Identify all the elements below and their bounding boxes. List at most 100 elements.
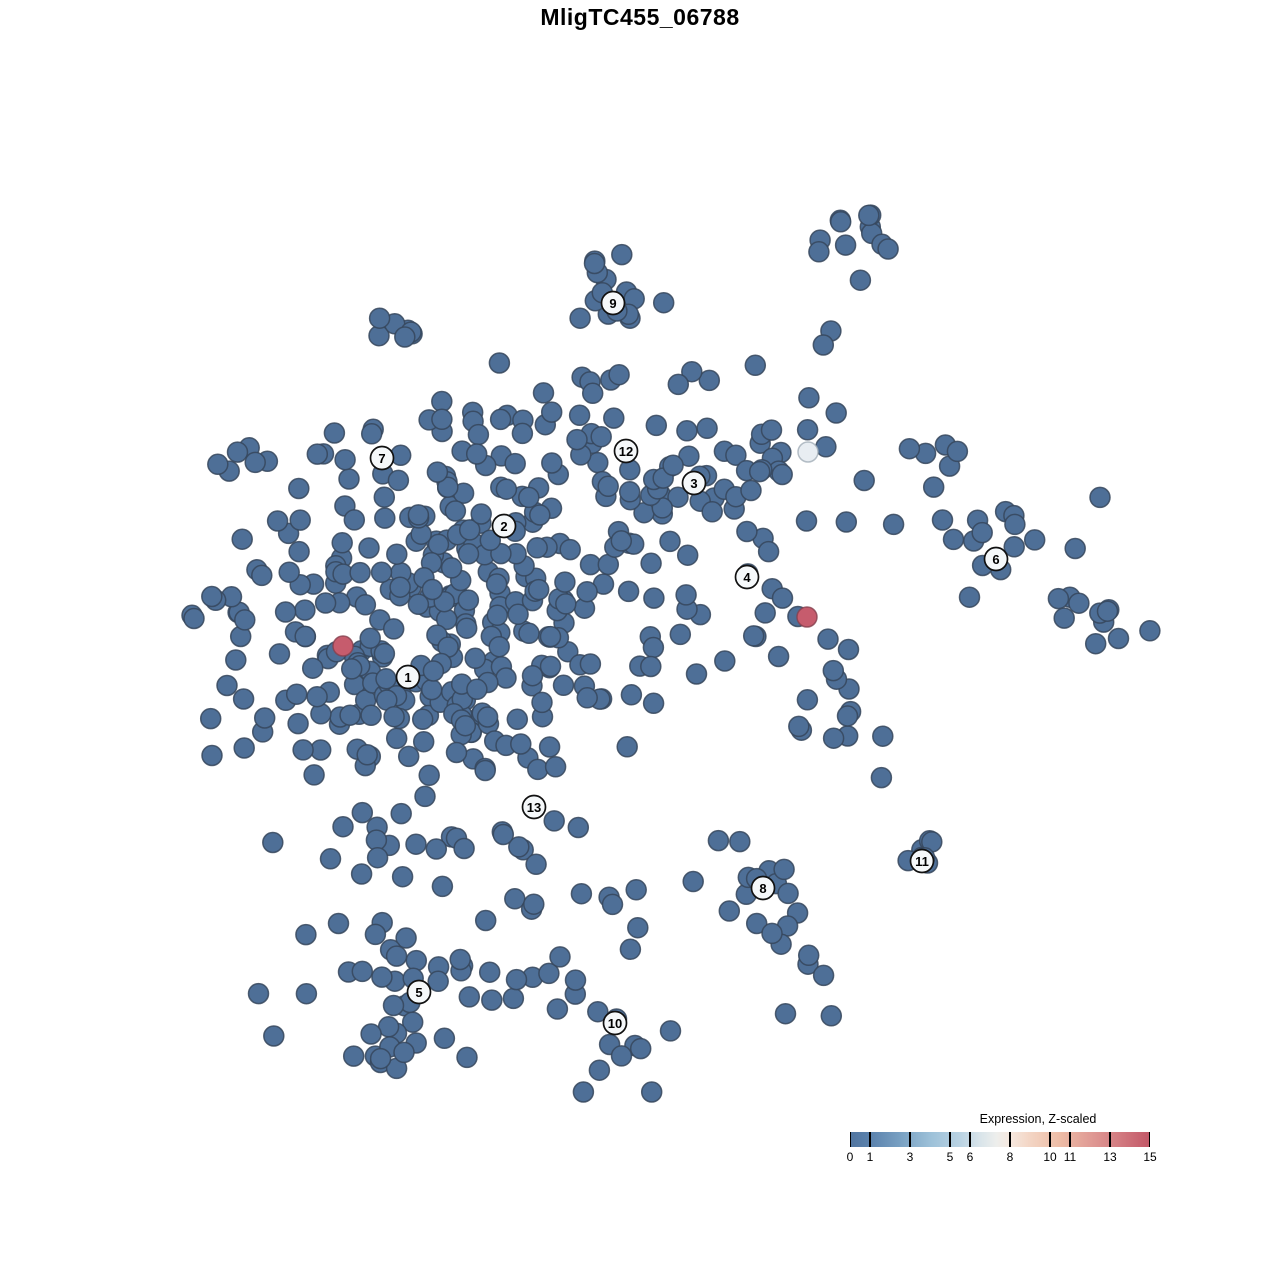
cell-dot	[676, 420, 698, 442]
cluster-label-text: 9	[609, 296, 616, 311]
cell-dot	[343, 509, 366, 531]
cell-dot	[295, 923, 317, 946]
cell-dot	[564, 969, 587, 991]
cell-dot	[510, 733, 532, 755]
cell-dot	[274, 601, 297, 623]
cell-dot	[374, 507, 396, 529]
cell-dot	[360, 1023, 382, 1045]
cell-dot	[382, 994, 405, 1017]
cell-dot	[527, 758, 549, 781]
cell-dot	[611, 243, 633, 266]
cell-dot	[729, 830, 751, 853]
cell-dot	[812, 964, 835, 987]
cell-dot	[767, 645, 790, 668]
legend-tick	[1009, 1132, 1011, 1147]
cell-dot	[587, 1000, 609, 1023]
cell-dot	[882, 513, 905, 536]
cell-dot	[382, 618, 405, 640]
cell-dot	[295, 982, 318, 1005]
cell-dot	[681, 360, 703, 383]
cell-dot	[421, 578, 444, 601]
cell-dot	[617, 580, 640, 603]
cell-dot	[754, 602, 776, 624]
cell-dot	[359, 627, 381, 649]
cell-dot	[714, 650, 736, 672]
cell-dot	[444, 500, 467, 522]
cell-dot	[251, 564, 273, 587]
cell-dot	[773, 858, 795, 881]
legend-tick	[1069, 1132, 1071, 1147]
cell-dot	[640, 1081, 663, 1103]
cell-dot	[546, 998, 569, 1020]
cell-dot	[1068, 592, 1090, 614]
cluster-label-text: 12	[619, 444, 633, 459]
cell-dot	[667, 373, 690, 396]
cluster-label-text: 6	[992, 552, 999, 567]
cell-dot	[485, 573, 508, 595]
cell-dot	[262, 831, 284, 854]
cell-dot	[354, 594, 377, 616]
cell-dot	[877, 238, 899, 260]
legend-tick	[1148, 1132, 1150, 1147]
cell-dot	[540, 401, 563, 423]
cell-dot	[817, 628, 839, 650]
expression-legend: Expression, Z-scaled 0 1 3 5 6 8 10 11 13 15	[847, 1112, 1157, 1170]
cell-dot	[466, 678, 488, 701]
cell-dot	[576, 580, 598, 603]
cluster-label-circle	[750, 875, 776, 901]
cell-dot	[527, 578, 550, 601]
cell-dot	[566, 428, 588, 451]
cell-dot	[433, 1027, 456, 1050]
cell-dot	[457, 543, 480, 565]
cell-dot	[351, 960, 374, 983]
cell-dot	[383, 705, 405, 728]
cell-dot	[474, 759, 496, 782]
cell-dot	[552, 674, 575, 697]
cell-dot	[458, 519, 481, 541]
cell-dot	[508, 836, 530, 858]
cell-dot	[1084, 632, 1107, 655]
cell-dot	[292, 739, 314, 761]
cell-dot	[837, 638, 860, 661]
cell-dot	[226, 441, 249, 463]
cell-dot	[669, 623, 692, 646]
cell-dot	[642, 636, 665, 659]
cell-dot	[543, 810, 565, 832]
cell-dot	[431, 390, 453, 413]
cell-dot	[351, 801, 374, 824]
cell-dot	[1107, 627, 1130, 650]
cell-dot	[1096, 600, 1119, 622]
legend-tick	[1109, 1132, 1111, 1147]
cell-dot	[1003, 536, 1025, 558]
cluster-label-10: 10	[602, 1010, 628, 1036]
cell-dot	[464, 647, 486, 670]
cell-dot	[397, 745, 420, 768]
cell-dot	[872, 725, 894, 747]
cluster-label-circle	[406, 979, 432, 1005]
cell-dot	[707, 829, 730, 852]
cell-dot	[370, 561, 393, 584]
cluster-label-12: 12	[613, 438, 639, 464]
cell-dot	[640, 655, 662, 678]
cell-dot	[201, 744, 223, 767]
cell-dot	[583, 252, 606, 275]
cell-dot	[616, 736, 638, 758]
mid-expression-cell	[797, 441, 819, 463]
cell-dot	[685, 663, 708, 685]
cell-dot	[1023, 529, 1046, 551]
cell-dot	[506, 708, 529, 731]
cluster-label-circle	[395, 664, 421, 690]
legend-tick-label: 3	[906, 1150, 914, 1164]
cluster-label-6: 6	[983, 546, 1009, 572]
legend-tick	[969, 1132, 971, 1147]
cell-dot	[518, 486, 540, 509]
cell-dot	[306, 443, 329, 465]
cell-dot	[373, 486, 396, 508]
cell-dot	[495, 478, 518, 500]
cell-dot	[294, 599, 316, 621]
cell-dot	[576, 687, 598, 709]
cell-dot	[744, 354, 767, 377]
cluster-label-circle	[491, 513, 517, 539]
cell-dot	[538, 736, 561, 758]
